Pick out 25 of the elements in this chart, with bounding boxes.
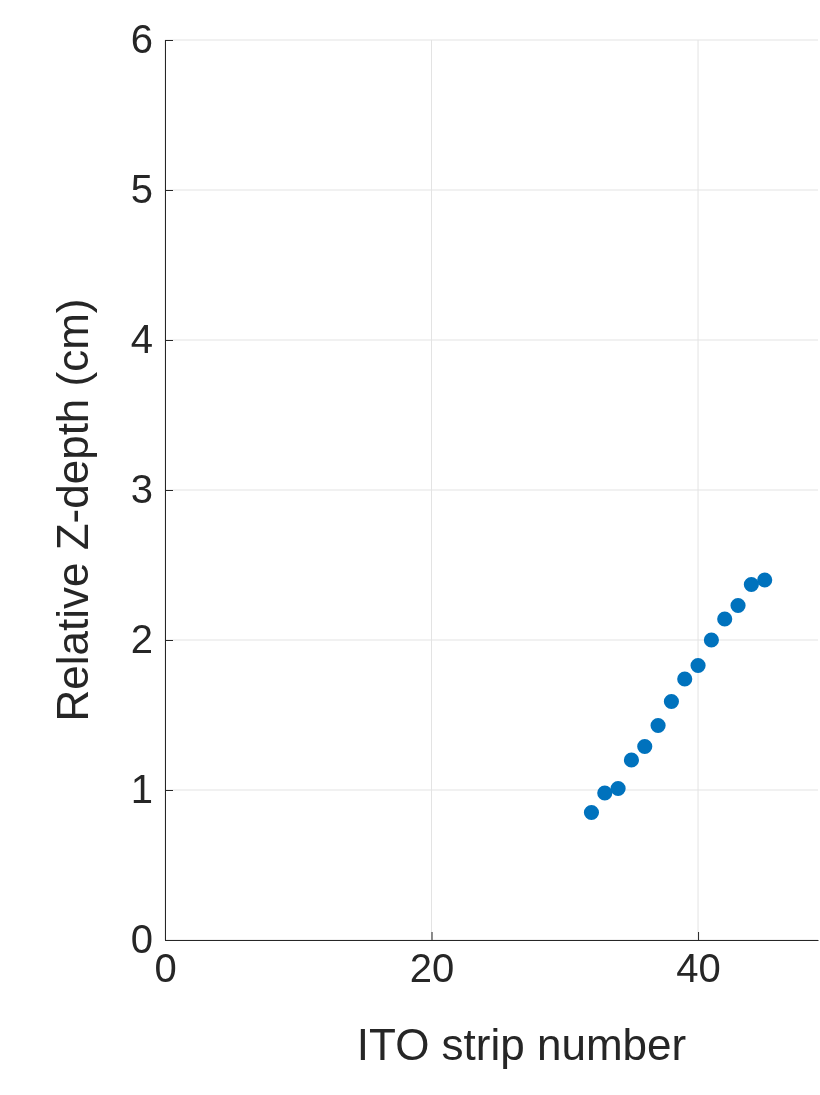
- point: [690, 657, 706, 674]
- y-tick-label: 5: [130, 167, 153, 212]
- point: [743, 576, 759, 593]
- x-axis-title: ITO strip number: [356, 1020, 687, 1069]
- y-tick-label: 2: [130, 617, 153, 662]
- x-tick-label: 40: [676, 946, 721, 991]
- point: [610, 780, 626, 797]
- y-tick-label: 0: [130, 917, 153, 962]
- y-tick-label: 1: [130, 767, 153, 812]
- point: [650, 717, 666, 734]
- point: [717, 611, 733, 627]
- point: [757, 572, 773, 588]
- point: [583, 804, 600, 821]
- point: [730, 597, 746, 614]
- x-tick-label: 20: [409, 946, 455, 991]
- point: [703, 632, 719, 648]
- point: [663, 693, 679, 710]
- point: [623, 752, 639, 768]
- y-tick-label: 6: [130, 17, 153, 62]
- point: [637, 738, 653, 755]
- point: [597, 785, 613, 801]
- y-tick-label: 3: [130, 467, 153, 512]
- y-tick-label: 4: [130, 317, 153, 362]
- y-axis-title: Relative Z-depth (cm): [48, 298, 97, 722]
- point: [677, 671, 693, 687]
